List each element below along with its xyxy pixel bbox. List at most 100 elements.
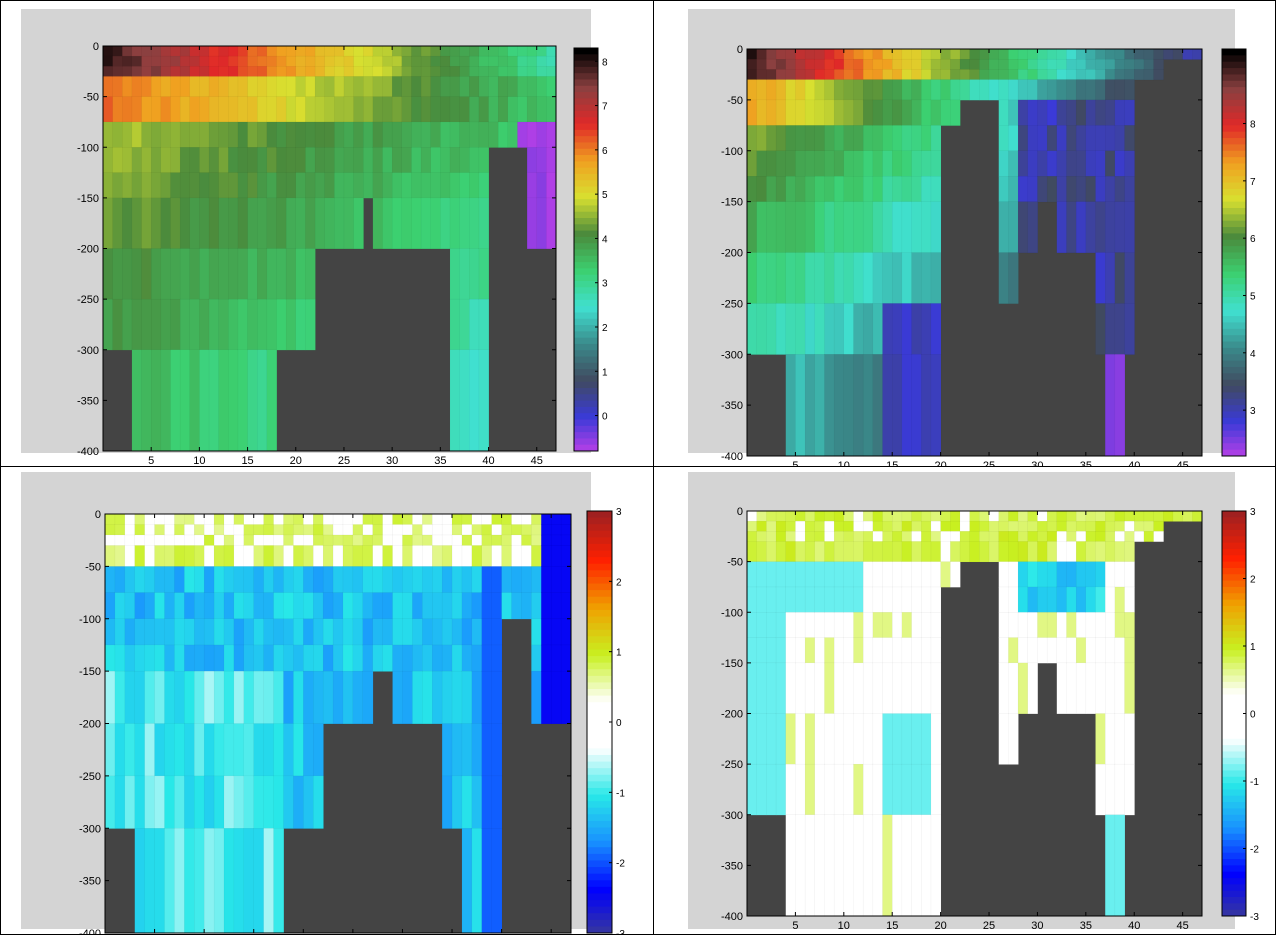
- data-cell: [921, 586, 932, 613]
- colorbar-segment: [1222, 662, 1246, 670]
- colorbar-segment: [587, 557, 612, 565]
- colorbar-segment: [1222, 265, 1246, 273]
- data-cell: [1075, 520, 1087, 532]
- data-cell: [431, 644, 443, 672]
- data-cell: [228, 349, 239, 452]
- colorbar-segment: [574, 167, 598, 175]
- data-cell: [911, 637, 922, 664]
- data-cell: [233, 545, 245, 567]
- data-cell: [853, 520, 864, 532]
- data-cell: [1114, 354, 1126, 457]
- data-cell: [882, 586, 893, 613]
- data-cell: [911, 79, 922, 101]
- data-cell: [382, 96, 393, 123]
- data-cell: [1085, 531, 1097, 542]
- data-cell: [305, 121, 316, 148]
- data-cell: [921, 201, 932, 254]
- data-cell: [257, 197, 268, 250]
- colorbar-segment: [1222, 443, 1246, 451]
- colorbar-segment: [1222, 118, 1246, 126]
- y-tick-label: -300: [77, 345, 99, 357]
- data-cell: [243, 524, 255, 536]
- colorbar-segment: [1222, 297, 1246, 304]
- data-cell: [950, 520, 961, 532]
- data-cell: [901, 531, 913, 542]
- data-cell: [253, 545, 265, 567]
- data-cell: [795, 520, 806, 532]
- data-cell: [112, 55, 123, 67]
- data-cell: [104, 775, 116, 829]
- data-cell: [102, 76, 114, 98]
- data-cell: [441, 618, 453, 646]
- data-cell: [872, 586, 884, 613]
- colorbar-segment: [574, 356, 598, 364]
- data-cell: [353, 66, 364, 77]
- data-cell: [998, 520, 1009, 532]
- data-cell: [392, 644, 404, 672]
- colorbar-segment: [574, 331, 598, 339]
- colorbar-segment: [587, 900, 612, 908]
- data-cell: [911, 612, 922, 639]
- data-cell: [247, 121, 258, 148]
- data-cell: [150, 96, 162, 123]
- data-cell: [1172, 510, 1184, 522]
- data-cell: [283, 775, 294, 829]
- data-cell: [124, 513, 136, 526]
- data-cell: [471, 513, 483, 526]
- data-cell: [401, 121, 413, 148]
- colorbar-tick-label: 8: [1250, 120, 1256, 131]
- colorbar-segment: [1222, 112, 1246, 120]
- colorbar-segment: [574, 155, 598, 162]
- data-cell: [283, 723, 294, 777]
- colorbar-segment: [574, 425, 598, 433]
- data-cell: [342, 524, 354, 536]
- data-cell: [536, 76, 547, 98]
- data-cell: [382, 76, 393, 98]
- x-tick-label: 25: [338, 455, 350, 466]
- data-cell: [911, 99, 922, 126]
- data-cell: [295, 197, 307, 250]
- data-cell: [1114, 814, 1126, 917]
- data-cell: [804, 531, 816, 542]
- data-cell: [1124, 201, 1135, 254]
- data-cell: [431, 545, 443, 567]
- data-cell: [112, 298, 123, 351]
- data-cell: [507, 96, 519, 123]
- data-cell: [305, 45, 316, 57]
- data-cell: [814, 48, 826, 60]
- data-cell: [114, 534, 126, 547]
- data-cell: [283, 524, 294, 536]
- data-cell: [1017, 175, 1029, 203]
- data-cell: [422, 670, 433, 725]
- data-cell: [1066, 201, 1077, 254]
- data-cell: [363, 76, 374, 98]
- colorbar-segment: [587, 926, 612, 934]
- data-cell: [1075, 175, 1087, 203]
- data-cell: [141, 298, 152, 351]
- y-tick-label: -250: [721, 759, 743, 771]
- data-cell: [911, 713, 922, 765]
- colorbar-segment: [1222, 303, 1246, 311]
- colorbar-segment: [574, 92, 598, 99]
- colorbar-segment: [1222, 808, 1246, 816]
- data-cell: [862, 586, 874, 613]
- data-cell: [334, 66, 345, 77]
- data-cell: [560, 644, 572, 672]
- data-cell: [392, 566, 404, 594]
- data-cell: [804, 713, 816, 765]
- data-cell: [451, 618, 463, 646]
- data-cell: [766, 763, 777, 816]
- data-cell: [122, 172, 133, 199]
- data-cell: [179, 76, 191, 98]
- data-cell: [131, 45, 143, 57]
- colorbar-segment: [1222, 322, 1246, 330]
- data-cell: [471, 618, 483, 646]
- data-cell: [112, 172, 123, 199]
- data-cell: [959, 541, 971, 563]
- colorbar-segment: [574, 249, 598, 257]
- colorbar-segment: [1222, 846, 1246, 854]
- data-cell: [795, 58, 806, 70]
- data-cell: [526, 66, 538, 77]
- data-cell: [184, 513, 195, 526]
- data-cell: [352, 534, 364, 547]
